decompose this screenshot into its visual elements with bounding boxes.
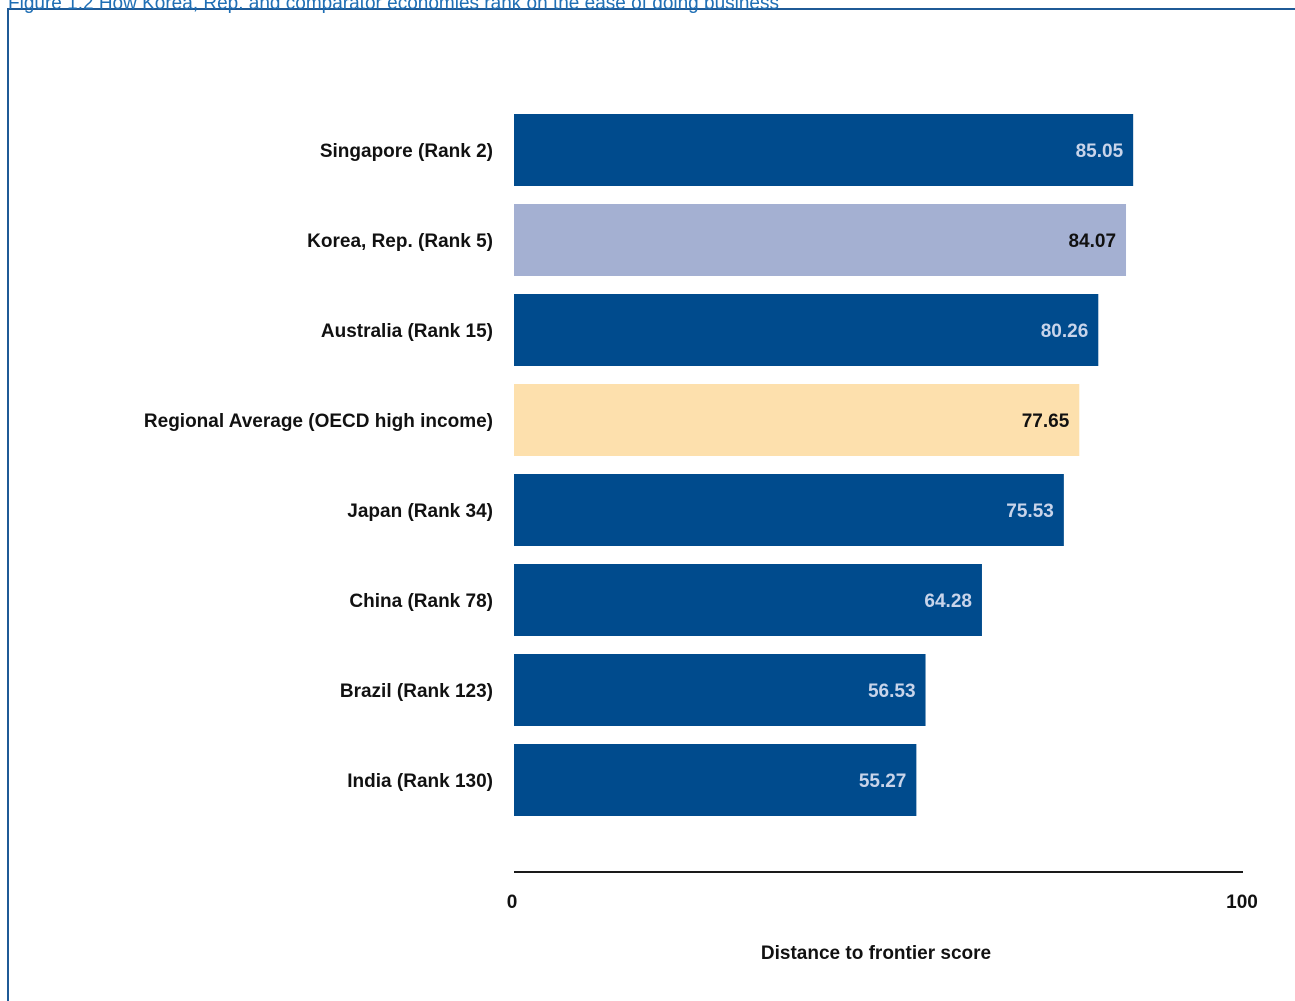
x-axis-title: Distance to frontier score [761,943,991,964]
bar-japan-rank-34 [514,474,1064,546]
bar-korea-rep-rank-5 [514,204,1127,276]
figure-frame-left [7,9,9,1001]
category-label-japan-rank-34: Japan (Rank 34) [347,501,493,522]
bar-regional-average-oecd-high-income [514,384,1080,456]
bar-australia-rank-15 [514,294,1099,366]
category-label-korea-rep-rank-5: Korea, Rep. (Rank 5) [307,231,493,252]
category-label-singapore-rank-2: Singapore (Rank 2) [320,141,493,162]
value-labels-layer: 85.05 84.07 80.26 77.65 75.53 64.28 56.53 55.27 [859,141,1124,792]
x-tick-label-max: 100 [1226,892,1258,913]
figure-frame-top [7,8,1295,10]
x-tick-label-min: 0 [507,892,518,913]
bar-china-rank-78 [514,564,982,636]
value-label-india-rank-130: 55.27 [859,771,907,792]
bars-layer [514,114,1134,816]
value-label-japan-rank-34: 75.53 [1006,501,1054,522]
value-label-brazil-rank-123: 56.53 [868,681,916,702]
bar-singapore-rank-2 [514,114,1134,186]
value-label-australia-rank-15: 80.26 [1041,321,1089,342]
value-label-regional-average-oecd-high-income: 77.65 [1022,411,1070,432]
value-label-singapore-rank-2: 85.05 [1076,141,1124,162]
category-label-india-rank-130: India (Rank 130) [347,771,493,792]
figure-caption: Figure 1.2 How Korea, Rep. and comparato… [8,0,780,14]
value-label-korea-rep-rank-5: 84.07 [1068,231,1116,252]
bar-india-rank-130 [514,744,917,816]
value-label-china-rank-78: 64.28 [924,591,972,612]
category-label-regional-average-oecd-high-income: Regional Average (OECD high income) [144,411,493,432]
category-label-australia-rank-15: Australia (Rank 15) [321,321,493,342]
category-labels-layer: Singapore (Rank 2) Korea, Rep. (Rank 5) Au… [144,141,493,792]
category-label-china-rank-78: China (Rank 78) [349,591,493,612]
bar-brazil-rank-123 [514,654,926,726]
category-label-brazil-rank-123: Brazil (Rank 123) [340,681,493,702]
